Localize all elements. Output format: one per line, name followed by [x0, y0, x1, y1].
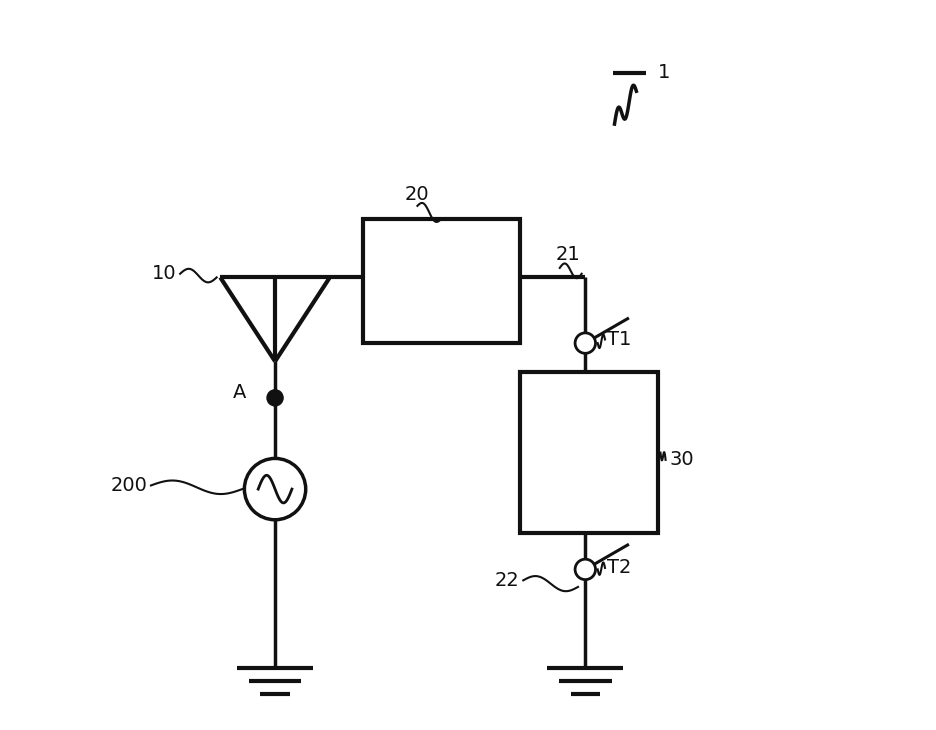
Text: 1: 1 [658, 64, 670, 82]
Text: 30: 30 [668, 450, 694, 469]
Circle shape [575, 333, 595, 353]
Bar [519, 372, 658, 533]
Text: 22: 22 [494, 571, 519, 590]
Text: 21: 21 [555, 245, 580, 264]
Text: 20: 20 [404, 185, 430, 204]
Circle shape [244, 458, 305, 520]
Text: 200: 200 [110, 476, 147, 495]
Circle shape [575, 559, 595, 580]
Text: 10: 10 [152, 264, 176, 283]
Text: A: A [232, 383, 245, 402]
Bar [362, 219, 519, 343]
Text: T1: T1 [607, 330, 631, 349]
Circle shape [267, 390, 283, 406]
Text: T2: T2 [607, 558, 631, 577]
